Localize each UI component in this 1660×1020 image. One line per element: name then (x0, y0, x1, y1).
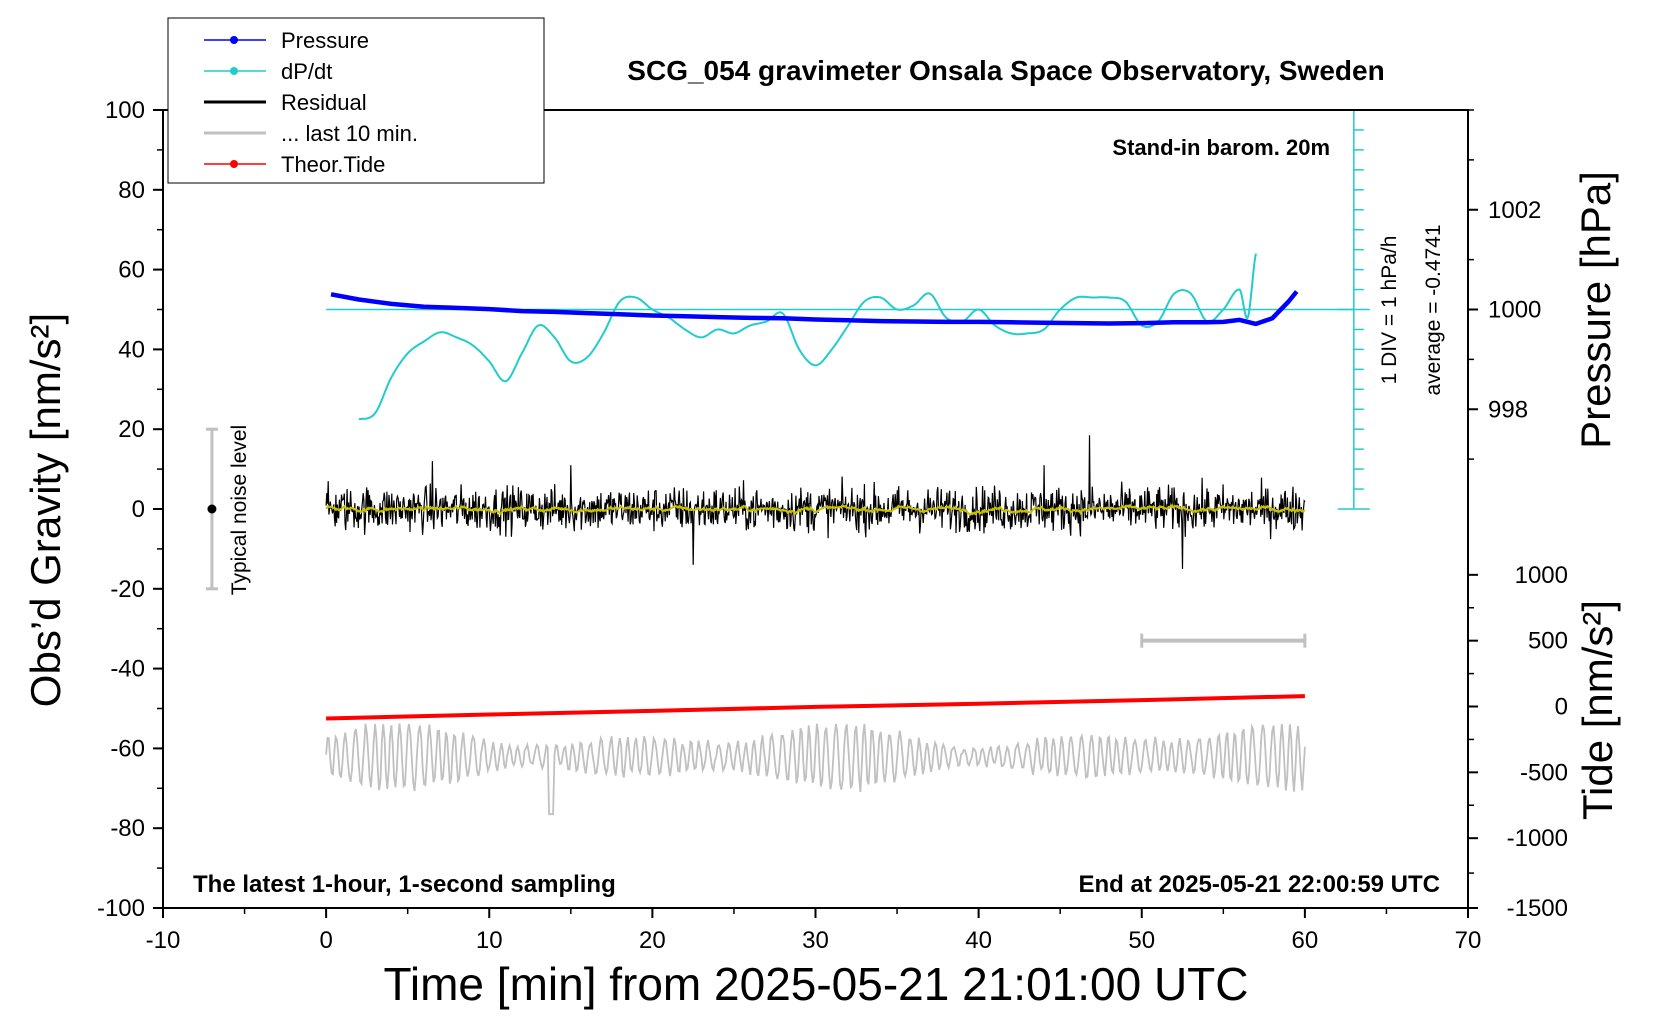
legend-marker (230, 36, 238, 44)
series-residual-smoothed (325, 503, 1306, 516)
x-tick-label: 0 (319, 927, 332, 954)
legend-label: ... last 10 min. (281, 121, 418, 146)
series-pressure (330, 290, 1299, 327)
y-tick-label: 100 (105, 97, 145, 124)
y-tick-label: -40 (110, 656, 145, 683)
legend-label: Theor.Tide (281, 152, 385, 177)
end-time-annotation: End at 2025-05-21 22:00:59 UTC (1079, 871, 1441, 898)
series-last-10-min (325, 723, 1306, 816)
y-tick-label: 40 (118, 336, 145, 363)
legend-label: Residual (281, 90, 367, 115)
series-theor-tide (326, 694, 1305, 721)
chart-title: SCG_054 gravimeter Onsala Space Observat… (627, 55, 1384, 86)
x-tick-label: 50 (1128, 927, 1155, 954)
tide-tick-label: -500 (1520, 759, 1568, 786)
axes: -10 0 10 20 30 40 50 60 70100806040200-20-40-60-… (97, 97, 1568, 954)
dpdt-scale-label: 1 DIV = 1 hPa/h (1378, 236, 1401, 385)
plot-area (205, 109, 1370, 816)
barometer-annotation: Stand-in barom. 20m (1112, 135, 1330, 160)
legend-marker (230, 67, 238, 75)
y-tick-label: 60 (118, 257, 145, 284)
x-axis-title: Time [min] from 2025-05-21 21:01:00 UTC (384, 958, 1249, 1010)
x-tick-label: 10 (476, 927, 503, 954)
y-axis-title-pressure: Pressure [hPa] (1572, 171, 1619, 449)
y-tick-label: -100 (97, 895, 145, 922)
noise-bar-center (207, 504, 217, 514)
y-tick-label: 20 (118, 416, 145, 443)
legend-label: dP/dt (281, 59, 332, 84)
y-tick-label: 80 (118, 177, 145, 204)
pressure-tick-label: 1002 (1488, 197, 1541, 224)
y-tick-label: -60 (110, 735, 145, 762)
tide-tick-label: -1000 (1507, 825, 1568, 852)
pressure-tick-label: 1000 (1488, 297, 1541, 324)
y-axis-title-gravity: Obs’d Gravity [nm/s²] (22, 313, 69, 707)
series-dpdt (358, 253, 1257, 421)
sampling-annotation: The latest 1-hour, 1-second sampling (193, 871, 616, 898)
legend-label: Pressure (281, 28, 369, 53)
pressure-tick-label: 998 (1488, 396, 1528, 423)
legend: Pressure dP/dt Residual ... last 10 min. The… (167, 17, 545, 184)
y-axis-title-tide: Tide [nm/s²] (1574, 600, 1621, 820)
x-tick-label: 70 (1455, 927, 1482, 954)
tide-tick-label: 500 (1528, 628, 1568, 655)
x-tick-label: 40 (965, 927, 992, 954)
y-tick-label: -80 (110, 815, 145, 842)
y-tick-label: -20 (110, 576, 145, 603)
series-residual (325, 435, 1306, 569)
x-tick-label: 30 (802, 927, 829, 954)
x-tick-label: 20 (639, 927, 666, 954)
tide-tick-label: -1500 (1507, 895, 1568, 922)
tide-tick-label: 0 (1555, 694, 1568, 721)
y-tick-label: 0 (132, 496, 145, 523)
x-tick-label: -10 (146, 927, 181, 954)
x-tick-label: 60 (1292, 927, 1319, 954)
noise-level-label: Typical noise level (228, 425, 251, 595)
legend-marker (230, 160, 238, 168)
tide-tick-label: 1000 (1515, 562, 1568, 589)
dpdt-average-label: average = -0.4741 (1422, 224, 1445, 395)
